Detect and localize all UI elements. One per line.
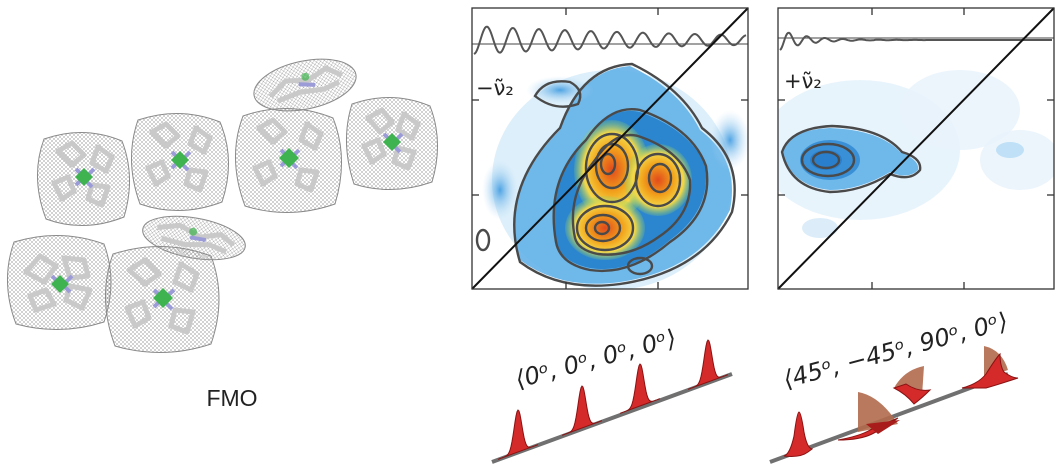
pulse-sequence-parallel: ⟨0ᵒ, 0ᵒ, 0ᵒ, 0ᵒ⟩ <box>491 324 733 464</box>
polarization-label-rotated: ⟨45ᵒ, −45ᵒ, 90ᵒ, 0ᵒ⟩ <box>780 307 1011 394</box>
pump-probe-trace-nonrephasing <box>778 31 1054 51</box>
pulse-3-parallel <box>619 363 661 414</box>
chromophore-8 <box>105 245 220 353</box>
pump-probe-trace-rephasing <box>472 25 748 55</box>
chromophore-7 <box>7 235 112 330</box>
spectrum-panel-nonrephasing: +ν̃₂ <box>777 7 1055 290</box>
panel-label-nonrephasing: +ν̃₂ <box>784 69 822 93</box>
chromophore-5-edge-on <box>253 58 357 112</box>
contour-lines-nonrephasing <box>780 124 922 194</box>
fmo-structure <box>7 58 439 353</box>
pulse-4-parallel <box>687 339 729 390</box>
pulse-4-rotated <box>961 346 1019 389</box>
complex-label: FMO <box>206 385 257 411</box>
diagonal-line-nonrephasing <box>777 7 1055 290</box>
pulse-sequence-rotated: ⟨45ᵒ, −45ᵒ, 90ᵒ, 0ᵒ⟩ <box>769 307 1019 464</box>
panel-label-rephasing: −ν̃₂ <box>476 76 514 100</box>
pulse-1-rotated <box>783 411 814 457</box>
spectrum-panel-rephasing: −ν̃₂ <box>471 7 749 290</box>
pulse-1-parallel <box>497 409 539 460</box>
chromophore-4 <box>346 97 439 191</box>
pulse-2-rotated <box>837 392 900 441</box>
chromophore-3 <box>235 108 342 213</box>
chromophore-2 <box>131 113 229 211</box>
contour-lines-rephasing <box>475 62 736 287</box>
polarization-label-parallel: ⟨0ᵒ, 0ᵒ, 0ᵒ, 0ᵒ⟩ <box>512 324 679 394</box>
chromophore-1 <box>37 132 131 226</box>
pulse-2-parallel <box>561 385 603 436</box>
diagonal-line-rephasing <box>471 7 749 290</box>
pulse-3-rotated <box>892 366 932 405</box>
